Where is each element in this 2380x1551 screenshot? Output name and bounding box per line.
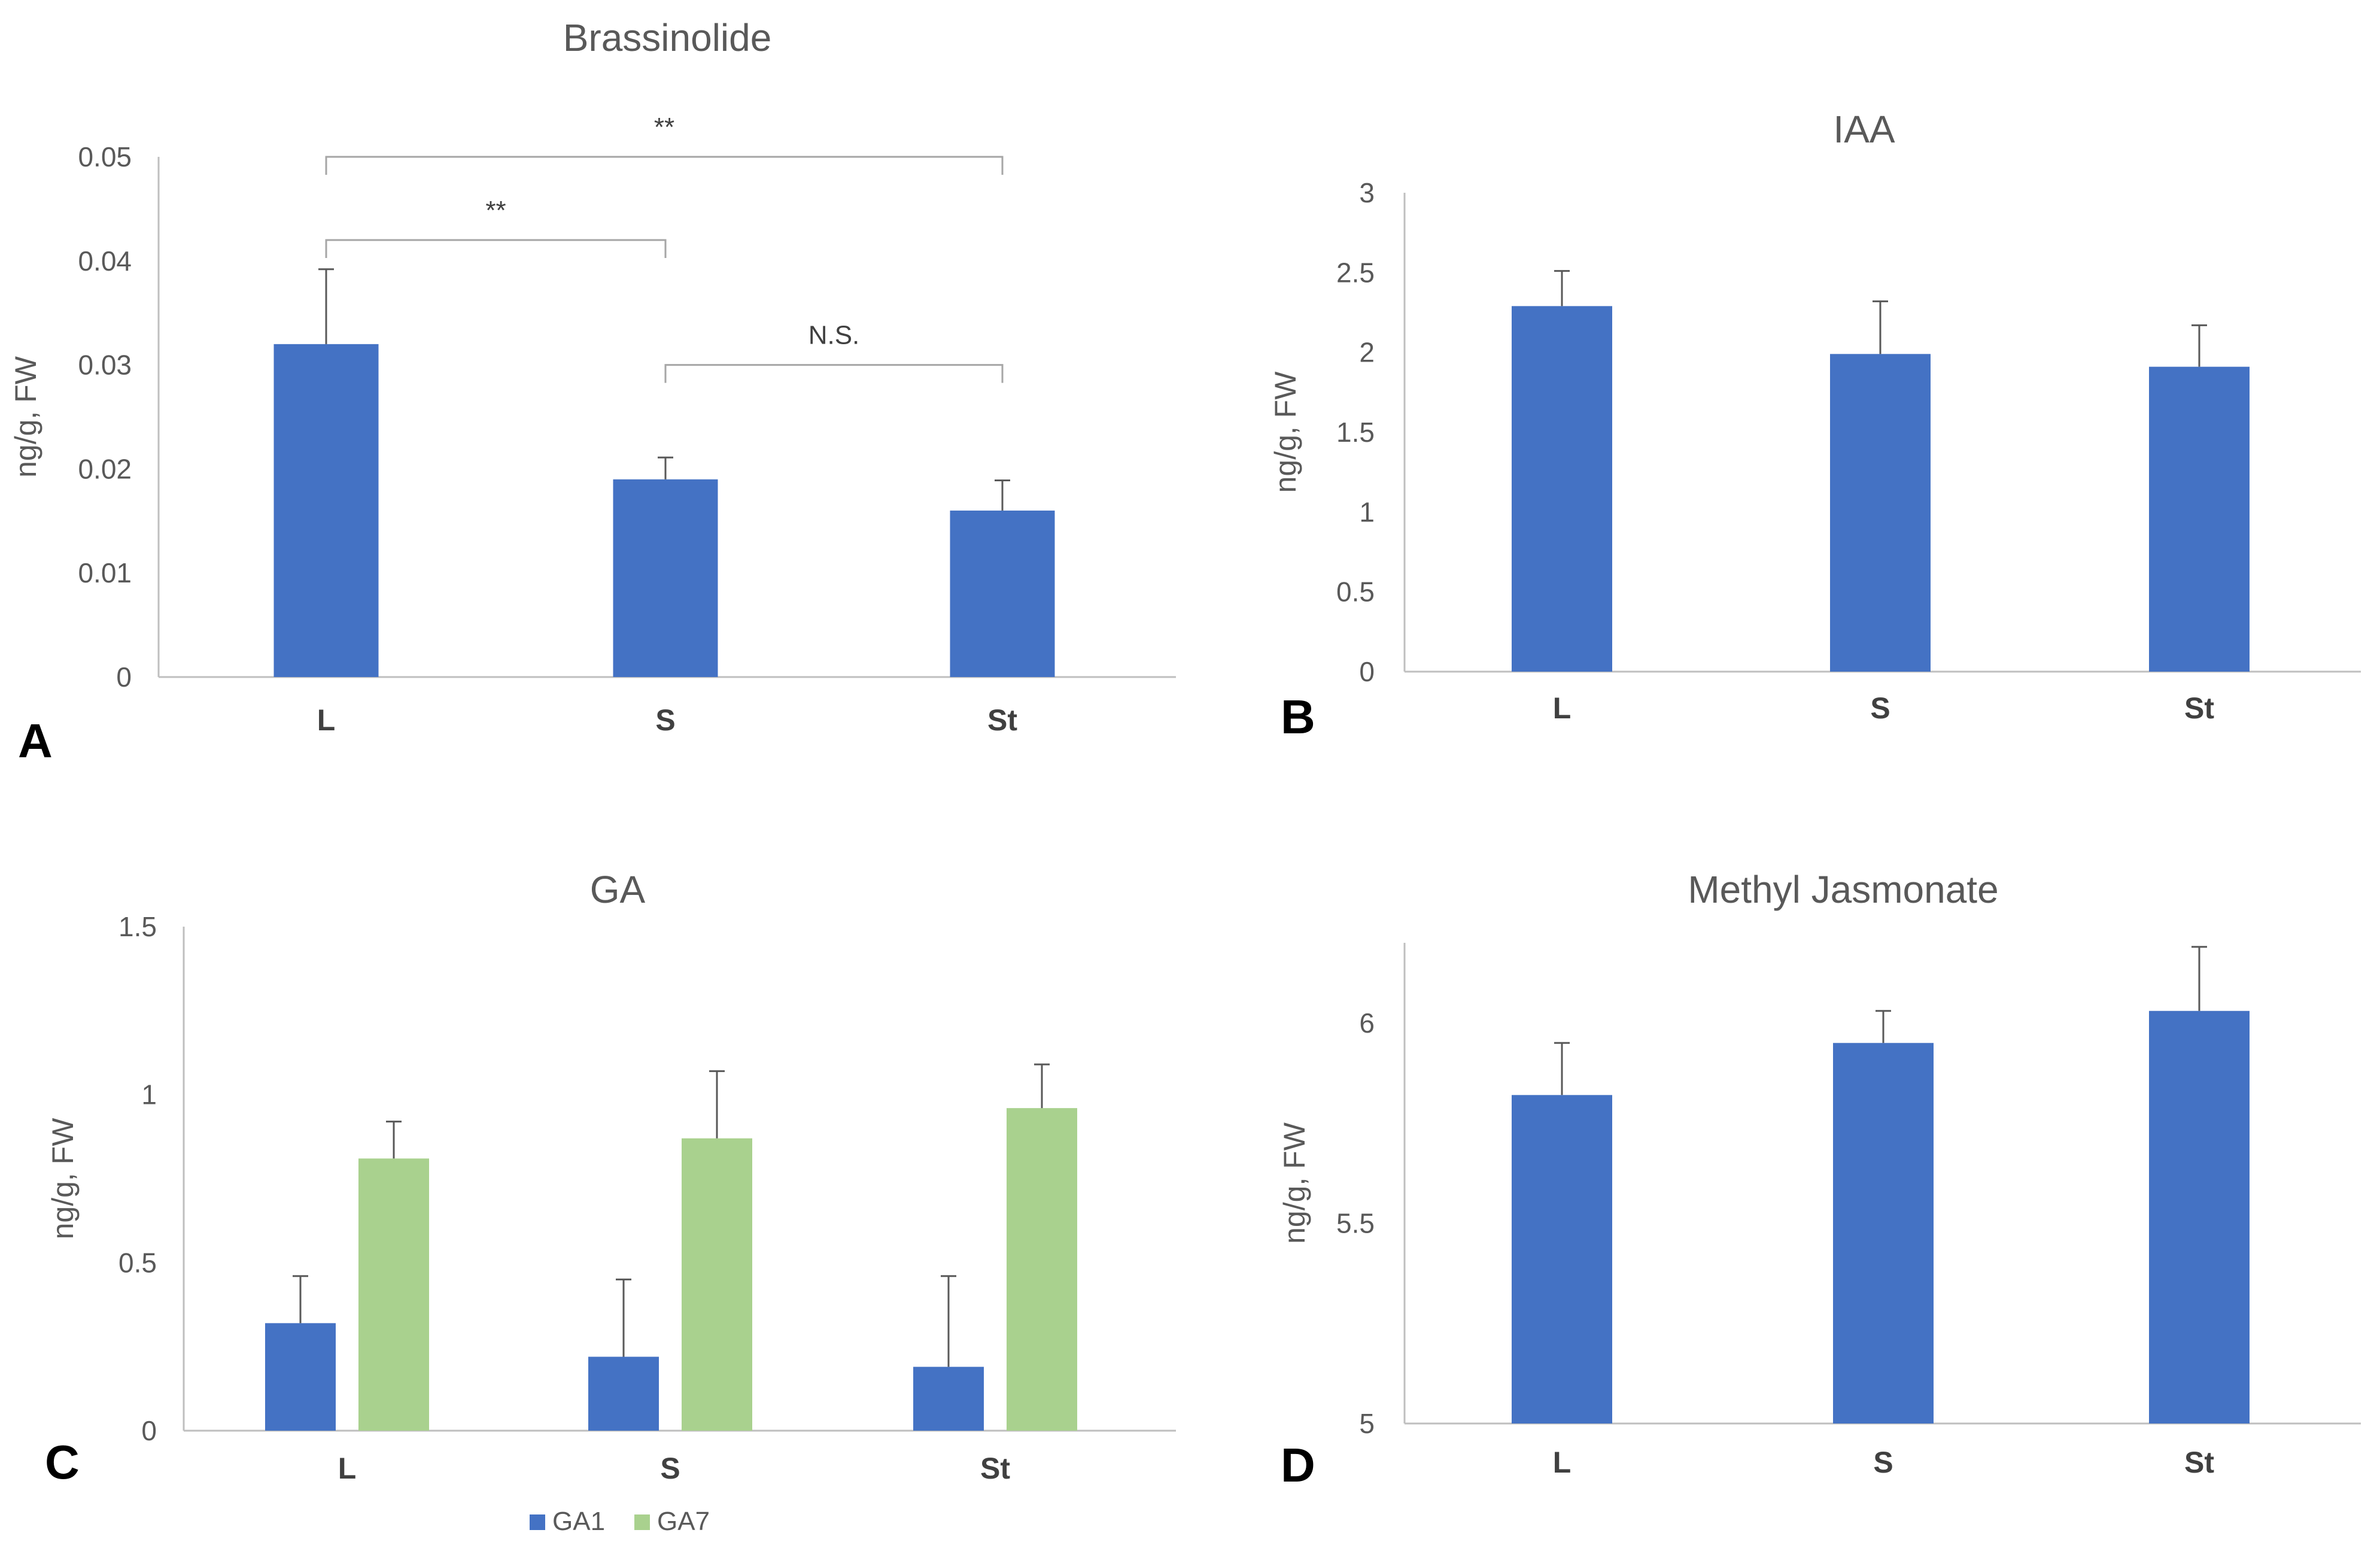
panel-letter: B xyxy=(1281,690,1315,743)
y-tick-label: 1.5 xyxy=(118,911,157,942)
y-tick-label: 0 xyxy=(116,661,132,693)
bar-methyl-jasmonate-s xyxy=(1833,1043,1934,1423)
panel-letter: C xyxy=(45,1435,80,1489)
bar-brassinolide-s xyxy=(613,479,718,677)
y-axis-label: ng/g, FW xyxy=(1278,1122,1311,1244)
legend-label-ga7: GA7 xyxy=(657,1507,710,1536)
x-tick-label: St xyxy=(987,703,1017,737)
y-tick-label: 3 xyxy=(1359,177,1375,208)
chart-panel-a: Brassinolide 0 0.01 0.02 0.03 0.04 0.05 ng/g, F… xyxy=(9,16,1176,767)
bar-iaa-st xyxy=(2149,366,2250,672)
bar-brassinolide-l xyxy=(273,344,379,677)
x-tick-label: S xyxy=(660,1452,680,1485)
legend-swatch-ga7 xyxy=(634,1514,650,1530)
bar-methyl-jasmonate-st xyxy=(2149,1010,2250,1423)
x-tick-label: St xyxy=(2184,1446,2214,1479)
x-tick-label: L xyxy=(1553,691,1572,725)
y-tick-label: 5.5 xyxy=(1336,1207,1375,1239)
y-tick-label: 0.03 xyxy=(78,350,132,381)
y-tick-label: 6 xyxy=(1359,1007,1375,1039)
x-tick-label: L xyxy=(338,1452,357,1485)
chart-title-d: Methyl Jasmonate xyxy=(1688,868,1998,911)
x-tick-label: S xyxy=(1870,691,1890,725)
y-tick-label: 0.5 xyxy=(1336,576,1375,608)
chart-title-c: GA xyxy=(590,868,646,911)
y-tick-label: 0 xyxy=(141,1415,157,1446)
bar-methyl-jasmonate-l xyxy=(1512,1095,1612,1423)
bar-iaa-s xyxy=(1830,354,1931,672)
legend: GA1 GA7 xyxy=(530,1507,710,1536)
y-tick-label: 5 xyxy=(1359,1408,1375,1439)
bar-ga1-st xyxy=(913,1367,984,1431)
x-tick-label: S xyxy=(655,703,675,737)
bar-ga7-s xyxy=(682,1138,752,1431)
bar-brassinolide-st xyxy=(950,510,1055,677)
panel-letter: D xyxy=(1281,1438,1315,1492)
y-axis-label: ng/g, FW xyxy=(9,356,42,478)
y-tick-label: 0.01 xyxy=(78,557,132,588)
bar-ga1-s xyxy=(588,1356,659,1431)
legend-label-ga1: GA1 xyxy=(552,1507,605,1536)
chart-title-a: Brassinolide xyxy=(563,16,772,59)
chart-title-b: IAA xyxy=(1833,108,1895,151)
x-tick-label: St xyxy=(980,1452,1010,1485)
bar-iaa-l xyxy=(1512,306,1612,672)
legend-swatch-ga1 xyxy=(530,1514,545,1530)
chart-panel-c: GA 0 0.5 1 1.5 ng/g, FW L S St C GA1 GA7 xyxy=(45,868,1176,1536)
y-tick-label: 0 xyxy=(1359,656,1375,687)
bar-ga7-st xyxy=(1007,1108,1077,1431)
y-tick-label: 0.05 xyxy=(78,141,132,172)
y-tick-label: 1 xyxy=(1359,496,1375,527)
chart-panel-b: IAA 0 0.5 1 1.5 2 2.5 3 ng/g, FW L S St B xyxy=(1269,108,2361,743)
significance-label: ** xyxy=(654,113,674,142)
significance-bracket xyxy=(664,364,1004,383)
y-tick-label: 0.5 xyxy=(118,1247,157,1278)
significance-bracket xyxy=(325,239,667,259)
significance-label: ** xyxy=(485,196,506,225)
y-tick-label: 1.5 xyxy=(1336,417,1375,448)
y-axis-label: ng/g, FW xyxy=(1269,371,1302,493)
y-axis-label: ng/g, FW xyxy=(46,1118,80,1240)
y-tick-label: 1 xyxy=(141,1079,157,1110)
significance-bracket xyxy=(325,156,1004,175)
chart-panel-d: Methyl Jasmonate 5 5.5 6 ng/g, FW L S St D xyxy=(1278,868,2361,1492)
panel-letter: A xyxy=(18,714,53,767)
y-tick-label: 2 xyxy=(1359,337,1375,368)
x-tick-label: St xyxy=(2184,691,2214,725)
significance-label: N.S. xyxy=(808,321,860,350)
y-tick-label: 0.04 xyxy=(78,245,132,277)
x-tick-label: L xyxy=(1553,1446,1572,1479)
bar-ga1-l xyxy=(265,1323,336,1431)
x-tick-label: L xyxy=(317,703,336,737)
y-tick-label: 0.02 xyxy=(78,453,132,484)
bar-ga7-l xyxy=(358,1158,429,1431)
x-tick-label: S xyxy=(1873,1446,1893,1479)
y-tick-label: 2.5 xyxy=(1336,257,1375,288)
